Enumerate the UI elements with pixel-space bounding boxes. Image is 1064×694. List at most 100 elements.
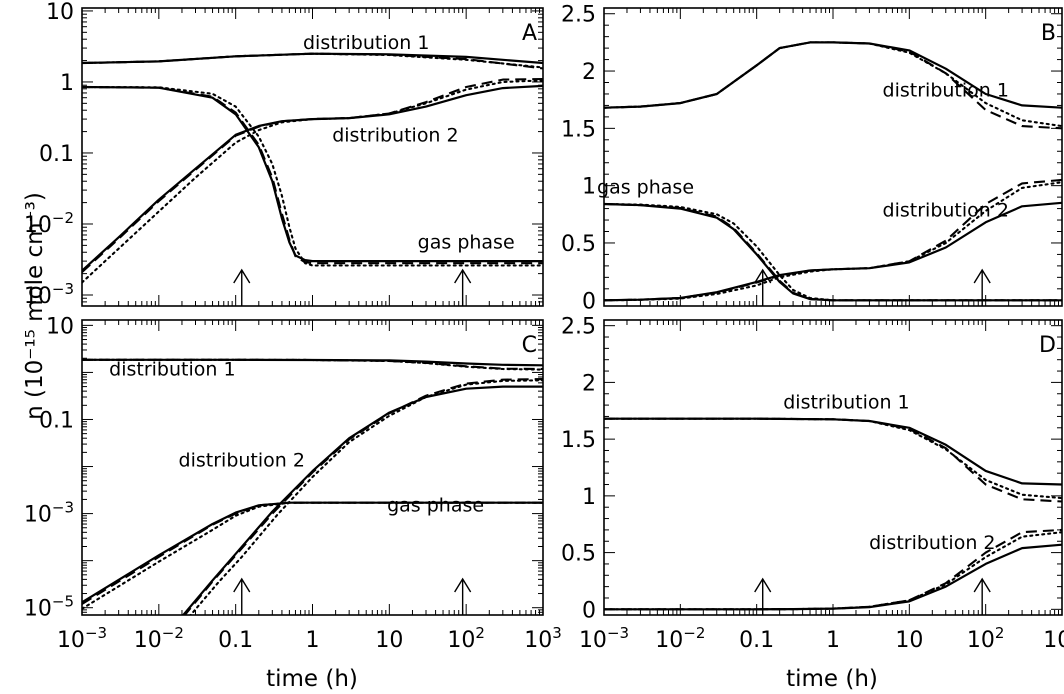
y-tick-label: 0 <box>582 598 596 623</box>
series-dotted-line <box>82 501 543 610</box>
y-tick-label: 10−2 <box>24 209 74 238</box>
y-tick-label: 2 <box>582 60 596 85</box>
series-dashed-line <box>82 358 543 371</box>
series-solid-line <box>604 543 1062 611</box>
panel-c: 100.110−310−510−3 10−2 0.1 1 10 102 103distrib… <box>24 314 562 653</box>
x-tick-label: 102 <box>447 624 485 653</box>
arrow-head <box>233 577 251 593</box>
y-tick-label: 2.5 <box>561 315 596 340</box>
tick-marks <box>603 8 1063 306</box>
panel-d: 2.5 2 1.5 1 0.5 010−3 10−2 0.1 1 10 102 103 distribu… <box>561 315 1064 653</box>
x-tick-label: 10−2 <box>655 624 705 653</box>
series-solid-line <box>82 501 543 604</box>
arrow-head <box>973 577 991 593</box>
tick-marks <box>603 320 1063 615</box>
arrow-head <box>454 577 472 593</box>
x-axis-title-left: time (h) <box>266 666 358 692</box>
curve-label: distribution 2 <box>883 200 1009 222</box>
series-dotted-line <box>82 85 543 267</box>
y-tick-label: 2 <box>582 371 596 396</box>
x-tick-label: 0.1 <box>218 628 253 653</box>
curve-label: distribution 2 <box>332 125 458 147</box>
curve-label: gas phase <box>387 495 484 517</box>
tick-marks <box>81 320 544 616</box>
arrow-head <box>754 577 772 593</box>
y-tick-label: 1 <box>60 71 74 96</box>
plot-frame <box>603 7 1063 307</box>
plot-frame <box>603 319 1063 616</box>
series-dashed-line <box>82 501 543 605</box>
curve-label: distribution 2 <box>869 532 995 554</box>
y-axis-title: n (10⁻¹⁵ mole cm⁻³) <box>22 192 48 420</box>
x-tick-label: 10 <box>375 628 403 653</box>
arrow-marker <box>233 577 251 615</box>
series-dashed-line <box>183 378 543 615</box>
series-dashed-line <box>604 202 1062 302</box>
y-tick-label: 0.5 <box>561 542 596 567</box>
series-dashed-line <box>604 178 1062 302</box>
series-dotted-line <box>82 79 543 284</box>
y-tick-label: 10 <box>46 0 74 25</box>
x-tick-label: 1 <box>306 628 320 653</box>
x-tick-label: 10−3 <box>579 624 629 653</box>
series-dashed-line <box>604 417 1062 503</box>
y-tick-label: 1.5 <box>561 117 596 142</box>
y-tick-label: 0.1 <box>39 142 74 167</box>
series-solid-line <box>604 201 1062 302</box>
arrow-head <box>973 268 991 284</box>
curve-label: distribution 1 <box>109 359 235 381</box>
series-dotted-line <box>604 181 1062 302</box>
series-solid-line <box>181 385 543 615</box>
panel-b: 2.5 2 1.5 1 0.5 0 distribution 1 gas phase distr… <box>561 3 1063 314</box>
x-tick-label: 0.1 <box>739 628 774 653</box>
y-tick-label: 10−3 <box>24 280 74 309</box>
series-dashed-line <box>604 41 1062 130</box>
curve-label: distribution 1 <box>303 32 429 54</box>
series-solid-line <box>82 84 543 272</box>
curve-label: gas phase <box>418 232 515 254</box>
arrow-head <box>754 268 772 284</box>
y-tick-label: 0.5 <box>561 232 596 257</box>
curve-label: gas phase <box>597 177 694 199</box>
arrow-marker <box>233 268 251 306</box>
panel-letter: C <box>522 333 537 358</box>
arrow-head <box>233 268 251 284</box>
series-dashed-line <box>82 52 543 70</box>
arrow-marker <box>454 577 472 615</box>
y-tick-label: 1 <box>582 175 596 200</box>
x-tick-label: 103 <box>524 624 562 653</box>
x-tick-label: 10 <box>895 628 923 653</box>
y-tick-label: 1 <box>582 485 596 510</box>
series-dashed-line <box>604 528 1062 611</box>
curve-label: distribution 1 <box>883 79 1009 101</box>
y-tick-label: 10−3 <box>24 499 74 528</box>
series-dashed-line <box>82 77 543 273</box>
x-tick-label: 10−2 <box>134 624 184 653</box>
y-tick-label: 10 <box>46 314 74 339</box>
y-tick-label: 0.1 <box>39 408 74 433</box>
series-solid-line <box>604 417 1062 486</box>
x-tick-label: 1 <box>826 628 840 653</box>
x-tick-label: 102 <box>967 624 1005 653</box>
y-tick-label: 0 <box>582 289 596 314</box>
x-tick-label: 103 <box>1043 624 1064 653</box>
curve-label: distribution 2 <box>179 450 305 472</box>
panel-letter: A <box>522 21 537 46</box>
series-dotted-line <box>189 379 543 615</box>
panel-a: 10 1 0.1 10−2 10−3 distribution 1 distribution… <box>24 0 544 309</box>
arrow-marker <box>973 577 991 615</box>
series-dotted-line <box>604 41 1062 128</box>
arrow-marker <box>973 268 991 306</box>
x-axis-title-right: time (h) <box>786 666 878 692</box>
tick-marks <box>81 8 544 307</box>
y-tick-label: 1.5 <box>561 428 596 453</box>
arrow-marker <box>754 577 772 615</box>
series-dashed-line <box>82 85 543 265</box>
arrow-marker <box>754 268 772 306</box>
y-tick-label: 2.5 <box>561 3 596 28</box>
series-dotted-line <box>604 417 1062 500</box>
curve-label: distribution 1 <box>783 392 909 414</box>
arrow-head <box>454 268 472 284</box>
panel-letter: D <box>1039 333 1056 358</box>
